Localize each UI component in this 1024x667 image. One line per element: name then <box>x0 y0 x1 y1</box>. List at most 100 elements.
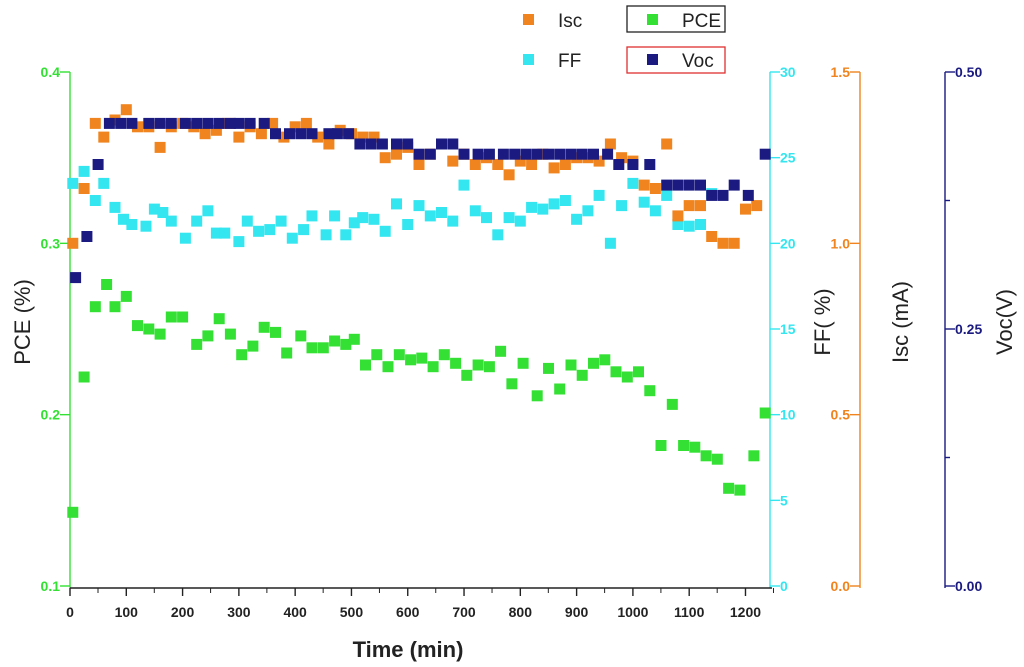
data-point-ff <box>179 232 191 244</box>
data-point-ff <box>649 205 661 217</box>
data-point-pce <box>633 366 644 378</box>
data-point-isc <box>210 124 222 136</box>
data-point-pce <box>281 347 293 359</box>
data-point-isc <box>537 148 549 160</box>
data-point-ff <box>424 210 436 222</box>
tick-label-ff: 5 <box>780 492 788 508</box>
data-point-voc <box>103 117 115 129</box>
data-point-ff <box>329 210 341 222</box>
x-tick-label: 300 <box>227 604 251 620</box>
data-point-ff <box>241 215 253 227</box>
data-point-ff <box>683 220 695 232</box>
data-point-ff <box>695 219 706 230</box>
data-point-isc <box>649 183 661 194</box>
data-point-ff <box>458 179 470 191</box>
data-point-isc <box>289 121 301 133</box>
data-point-pce <box>748 450 760 462</box>
data-point-isc <box>312 131 324 143</box>
data-point-ff <box>604 237 616 249</box>
data-point-pce <box>165 311 177 323</box>
data-point-isc <box>526 159 538 170</box>
data-point-ff <box>627 177 639 189</box>
data-point-isc <box>672 210 684 222</box>
tick-label-voc: 0.00 <box>955 578 982 594</box>
axis-title-voc: Voc(V) <box>992 289 1017 355</box>
data-point-pce <box>723 482 735 494</box>
tick-label-ff: 20 <box>780 235 796 251</box>
data-point-pce <box>247 340 259 352</box>
data-point-pce <box>517 357 529 369</box>
data-point-isc <box>199 128 211 140</box>
data-point-pce <box>666 398 678 410</box>
data-point-ff <box>402 219 414 230</box>
data-point-ff <box>379 225 391 237</box>
data-point-voc <box>742 189 754 201</box>
data-point-isc <box>571 152 583 164</box>
data-point-ff <box>447 215 459 227</box>
data-point-isc <box>616 152 628 164</box>
data-point-ff <box>320 229 332 241</box>
data-point-ff <box>67 177 79 189</box>
data-point-isc <box>120 104 132 116</box>
data-point-isc <box>368 131 380 143</box>
data-point-pce <box>644 385 656 397</box>
data-point-ff <box>140 220 152 232</box>
data-point-isc <box>503 169 515 181</box>
tick-label-isc: 1.0 <box>831 235 851 251</box>
data-point-ff <box>526 201 538 213</box>
data-point-pce <box>438 349 450 361</box>
data-point-ff <box>298 224 310 236</box>
tick-label-ff: 10 <box>780 407 796 423</box>
legend-box-pce <box>626 5 726 33</box>
data-point-voc <box>258 117 270 129</box>
data-point-ff <box>593 189 605 201</box>
data-point-ff <box>469 205 481 217</box>
legend: Isc PCE FF Voc <box>523 5 726 74</box>
data-point-ff <box>559 195 571 206</box>
data-point-isc <box>740 203 751 215</box>
legend-label-isc: Isc <box>558 11 582 32</box>
data-point-pce <box>270 326 281 338</box>
data-point-pce <box>224 328 236 340</box>
data-point-pce <box>405 354 417 366</box>
data-point-voc <box>413 148 425 160</box>
data-point-voc <box>447 138 459 150</box>
data-point-ff <box>98 177 110 189</box>
data-point-pce <box>143 323 155 335</box>
data-point-isc <box>559 159 571 170</box>
data-point-pce <box>565 359 577 371</box>
data-point-pce <box>89 301 101 313</box>
legend-box-voc <box>626 46 726 74</box>
data-point-voc <box>391 138 402 150</box>
axis-title-pce: PCE (%) <box>10 279 35 365</box>
data-point-voc <box>284 128 295 140</box>
data-point-pce <box>734 484 746 496</box>
data-point-pce <box>621 371 633 383</box>
data-point-ff <box>348 217 360 229</box>
data-point-pce <box>67 506 79 518</box>
data-point-ff <box>368 213 380 225</box>
data-point-ff <box>436 207 447 218</box>
tick-label-ff: 15 <box>780 321 796 337</box>
data-point-ff <box>165 215 177 227</box>
tick-label-pce: 0.1 <box>41 578 61 594</box>
data-point-ff <box>616 200 628 212</box>
data-point-isc <box>695 200 706 212</box>
data-point-voc <box>543 148 554 160</box>
data-point-voc <box>365 138 377 150</box>
data-point-pce <box>506 378 518 390</box>
data-point-isc <box>661 138 673 150</box>
data-point-pce <box>101 279 113 290</box>
data-point-voc <box>576 148 588 160</box>
data-point-pce <box>120 290 132 302</box>
data-point-voc <box>92 159 104 170</box>
tick-label-voc: 0.25 <box>955 321 982 337</box>
x-tick-label: 800 <box>509 604 533 620</box>
data-point-isc <box>278 131 290 143</box>
data-point-voc <box>661 179 673 191</box>
data-point-voc <box>644 159 656 170</box>
tick-label-ff: 25 <box>780 150 796 166</box>
data-point-isc <box>89 117 101 129</box>
data-point-voc <box>165 117 177 129</box>
data-point-pce <box>700 450 712 462</box>
